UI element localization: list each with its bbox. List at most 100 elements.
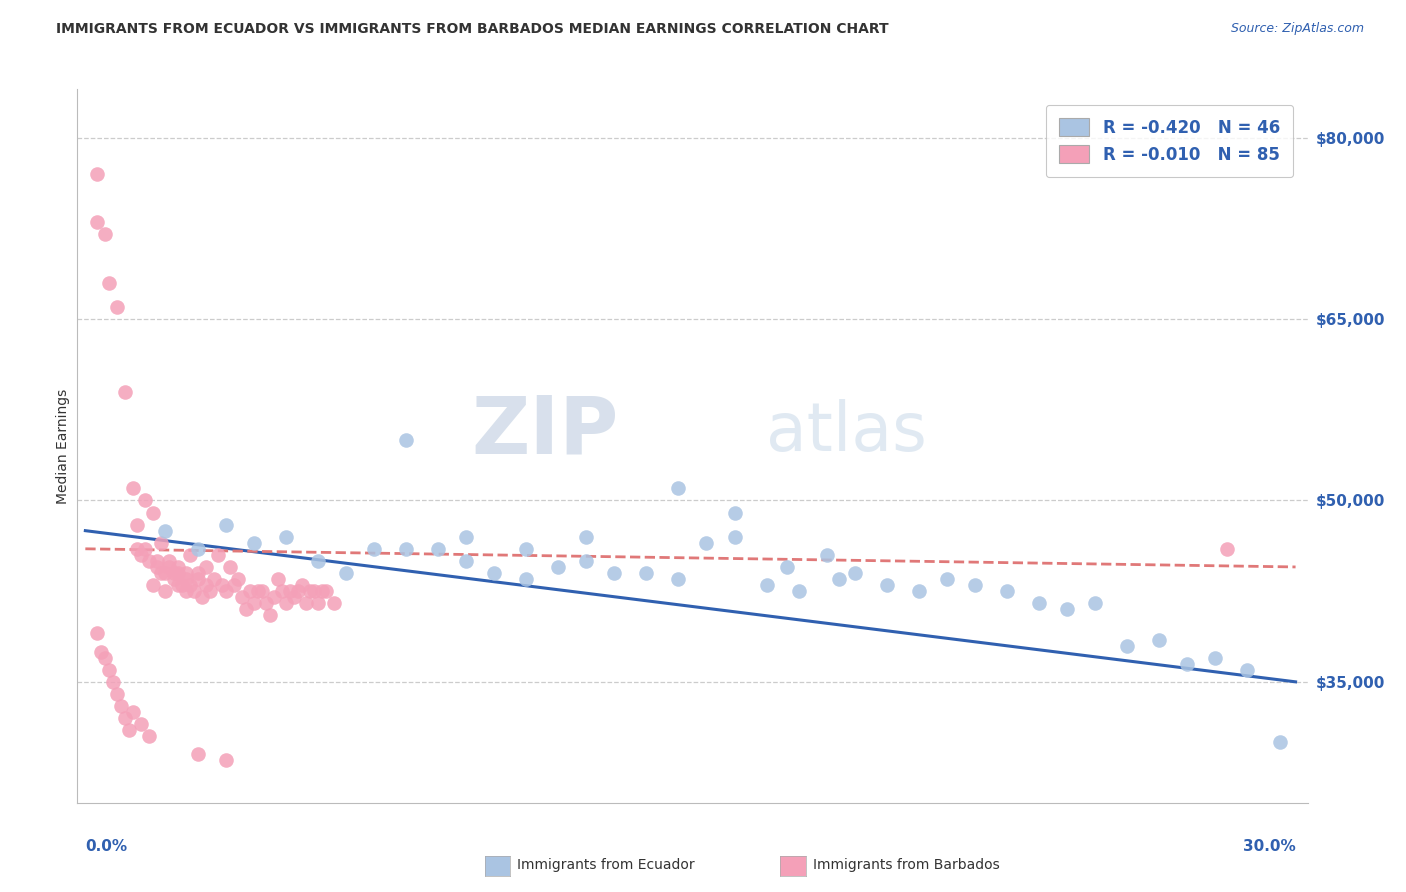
Point (86, 626, 108, 640)
Point (547, 560, 569, 574)
Point (211, 578, 233, 592)
Point (254, 596, 277, 610)
Point (1056, 602, 1078, 616)
Point (668, 572, 690, 586)
Point (274, 530, 297, 544)
Point (322, 596, 344, 610)
Point (1116, 639, 1139, 653)
Point (179, 548, 201, 562)
Point (194, 560, 217, 574)
Point (162, 572, 184, 586)
Point (315, 584, 337, 599)
Point (207, 548, 229, 562)
Text: IMMIGRANTS FROM ECUADOR VS IMMIGRANTS FROM BARBADOS MEDIAN EARNINGS CORRELATION : IMMIGRANTS FROM ECUADOR VS IMMIGRANTS FR… (56, 22, 889, 37)
Point (174, 584, 197, 599)
Point (259, 608, 281, 623)
Point (723, 506, 745, 520)
Point (127, 541, 149, 556)
Point (723, 530, 745, 544)
Point (190, 590, 212, 604)
Point (363, 541, 385, 556)
Point (142, 578, 165, 592)
Point (291, 578, 314, 592)
Text: atlas: atlas (766, 399, 927, 465)
Text: ZIP: ZIP (471, 392, 619, 471)
Point (267, 572, 290, 586)
Point (134, 541, 156, 556)
Point (283, 590, 305, 604)
Point (162, 566, 184, 580)
Point (166, 560, 188, 574)
Point (122, 481, 145, 495)
Point (242, 596, 264, 610)
Point (187, 747, 209, 762)
Point (94, 227, 117, 242)
Point (395, 433, 418, 447)
Point (603, 566, 626, 580)
Point (155, 584, 177, 599)
Point (134, 493, 156, 508)
Point (179, 578, 201, 592)
Point (150, 535, 173, 549)
Point (138, 729, 160, 743)
Point (222, 578, 245, 592)
Point (86, 167, 108, 181)
Point (1216, 541, 1239, 556)
Point (815, 548, 838, 562)
Point (103, 674, 125, 689)
Point (214, 754, 236, 768)
Point (231, 590, 253, 604)
Point (287, 584, 309, 599)
Point (302, 584, 325, 599)
Point (226, 572, 249, 586)
Point (90, 645, 112, 659)
Point (174, 572, 197, 586)
Point (395, 541, 418, 556)
Point (94, 650, 117, 665)
Point (274, 596, 297, 610)
Point (235, 602, 257, 616)
Point (755, 578, 778, 592)
Point (294, 596, 316, 610)
Point (1204, 650, 1226, 665)
Point (298, 584, 321, 599)
Point (239, 584, 262, 599)
Point (1149, 632, 1171, 647)
Text: 0.0%: 0.0% (86, 839, 128, 854)
Point (454, 530, 477, 544)
Point (1084, 596, 1107, 610)
Point (311, 584, 333, 599)
Point (187, 541, 209, 556)
Point (335, 566, 357, 580)
Point (107, 300, 129, 314)
Point (636, 566, 658, 580)
Point (86, 215, 108, 229)
Point (110, 699, 132, 714)
Point (575, 554, 598, 568)
Point (150, 566, 173, 580)
Point (695, 535, 717, 549)
Text: 30.0%: 30.0% (1243, 839, 1295, 854)
Point (1236, 663, 1258, 677)
Point (122, 705, 145, 719)
Point (166, 578, 188, 592)
Point (575, 530, 598, 544)
Point (146, 560, 169, 574)
Point (515, 541, 537, 556)
Point (218, 560, 240, 574)
Y-axis label: Median Earnings: Median Earnings (56, 388, 70, 504)
Point (131, 717, 153, 731)
Point (908, 584, 931, 599)
Point (114, 711, 136, 725)
Point (170, 578, 193, 592)
Point (242, 535, 264, 549)
Text: Immigrants from Ecuador: Immigrants from Ecuador (517, 858, 695, 872)
Point (482, 566, 505, 580)
Point (107, 687, 129, 701)
Point (454, 554, 477, 568)
Point (246, 584, 269, 599)
Point (142, 506, 165, 520)
Point (127, 517, 149, 532)
Point (263, 590, 285, 604)
Point (118, 723, 141, 738)
